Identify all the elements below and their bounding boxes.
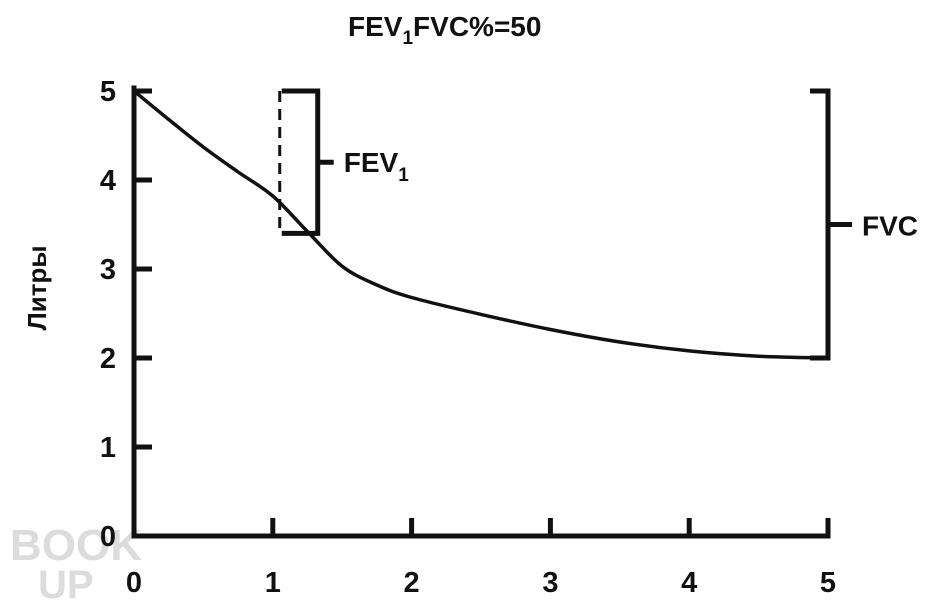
y-tick-label: 0 [100, 521, 116, 553]
x-axis-ticks: 0 1 2 3 4 5 [126, 518, 836, 599]
y-axis-ticks: 0 1 2 3 4 5 [100, 76, 152, 553]
fvc-label: FVC [862, 211, 918, 242]
x-tick-label: 3 [542, 567, 558, 599]
fev1-label-subscript: 1 [398, 165, 409, 186]
watermark-line2: UP [38, 563, 94, 607]
fvc-bracket [810, 88, 852, 361]
fev1-label-main: FEV [344, 147, 399, 178]
fev1-bracket [281, 88, 334, 236]
title-rest: FVC%=50 [413, 11, 541, 42]
title-main: FEV [348, 11, 403, 42]
x-tick-label: 1 [265, 567, 281, 599]
bookup-watermark-logo: BOOK UP [10, 521, 142, 607]
fev1-label: FEV1 [344, 147, 409, 186]
x-tick-label: 4 [681, 567, 697, 599]
y-tick-label: 3 [100, 254, 116, 286]
chart-title: FEV1FVC%=50 [348, 11, 541, 49]
spirometry-curve [132, 89, 830, 360]
fev1-annotation: FEV1 [278, 88, 409, 236]
y-tick-label: 5 [100, 76, 116, 108]
watermark-line1: BOOK [10, 521, 142, 570]
y-tick-label: 1 [100, 432, 116, 464]
y-tick-label: 4 [100, 165, 116, 197]
y-tick-label: 2 [100, 343, 116, 375]
x-tick-label: 5 [820, 567, 836, 599]
title-subscript: 1 [402, 28, 413, 49]
fvc-annotation: FVC [810, 88, 918, 361]
x-tick-label: 2 [404, 567, 420, 599]
x-tick-label: 0 [126, 567, 142, 599]
y-axis-label: Литры [22, 245, 52, 330]
